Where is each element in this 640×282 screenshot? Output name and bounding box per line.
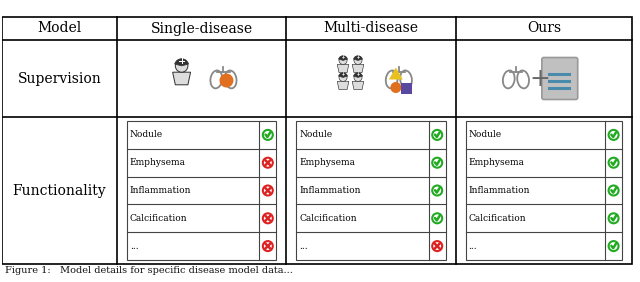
Wedge shape — [353, 56, 362, 60]
Bar — [401, 83, 412, 94]
Circle shape — [263, 186, 273, 195]
Bar — [127, 121, 276, 260]
Circle shape — [609, 186, 619, 195]
Text: Inflammation: Inflammation — [130, 186, 191, 195]
Text: Emphysema: Emphysema — [130, 158, 186, 167]
Text: Calcification: Calcification — [468, 214, 526, 223]
Bar — [466, 121, 622, 260]
Wedge shape — [339, 56, 348, 60]
Text: Single-disease: Single-disease — [150, 21, 253, 36]
Circle shape — [263, 213, 273, 223]
Text: Calcification: Calcification — [130, 214, 188, 223]
Text: Supervision: Supervision — [18, 72, 101, 85]
Text: Emphysema: Emphysema — [300, 158, 355, 167]
Circle shape — [609, 241, 619, 251]
Circle shape — [432, 130, 442, 140]
Circle shape — [354, 56, 362, 65]
Wedge shape — [353, 73, 362, 77]
Text: ...: ... — [130, 242, 138, 251]
Polygon shape — [352, 81, 364, 90]
Text: Figure 1:   Model details for specific disease model data...: Figure 1: Model details for specific dis… — [5, 266, 293, 275]
Circle shape — [609, 130, 619, 140]
Circle shape — [354, 73, 362, 81]
Circle shape — [432, 241, 442, 251]
Text: Model: Model — [37, 21, 82, 36]
Text: Multi-disease: Multi-disease — [323, 21, 419, 36]
Text: Calcification: Calcification — [300, 214, 357, 223]
Circle shape — [339, 56, 347, 65]
Polygon shape — [337, 81, 349, 90]
Circle shape — [263, 241, 273, 251]
Text: Nodule: Nodule — [468, 130, 502, 139]
Wedge shape — [175, 59, 189, 66]
Polygon shape — [389, 67, 403, 80]
Text: ...: ... — [300, 242, 308, 251]
Circle shape — [175, 60, 188, 72]
Circle shape — [432, 213, 442, 223]
Circle shape — [432, 186, 442, 195]
Circle shape — [339, 73, 347, 81]
Circle shape — [609, 213, 619, 223]
Circle shape — [220, 74, 234, 87]
Bar — [3, 17, 632, 264]
Text: +: + — [529, 67, 550, 91]
Polygon shape — [173, 72, 191, 85]
Circle shape — [263, 130, 273, 140]
Wedge shape — [339, 73, 348, 77]
Text: Inflammation: Inflammation — [468, 186, 530, 195]
Circle shape — [390, 82, 401, 93]
Polygon shape — [352, 65, 364, 72]
Text: Functionality: Functionality — [13, 184, 106, 197]
Polygon shape — [337, 65, 349, 72]
Text: Nodule: Nodule — [300, 130, 332, 139]
FancyBboxPatch shape — [542, 58, 578, 100]
Circle shape — [432, 158, 442, 168]
Text: Emphysema: Emphysema — [468, 158, 525, 167]
Text: Ours: Ours — [527, 21, 561, 36]
Circle shape — [609, 158, 619, 168]
Bar — [296, 121, 445, 260]
Text: Inflammation: Inflammation — [300, 186, 361, 195]
Circle shape — [263, 158, 273, 168]
Text: ...: ... — [468, 242, 477, 251]
Text: Nodule: Nodule — [130, 130, 163, 139]
